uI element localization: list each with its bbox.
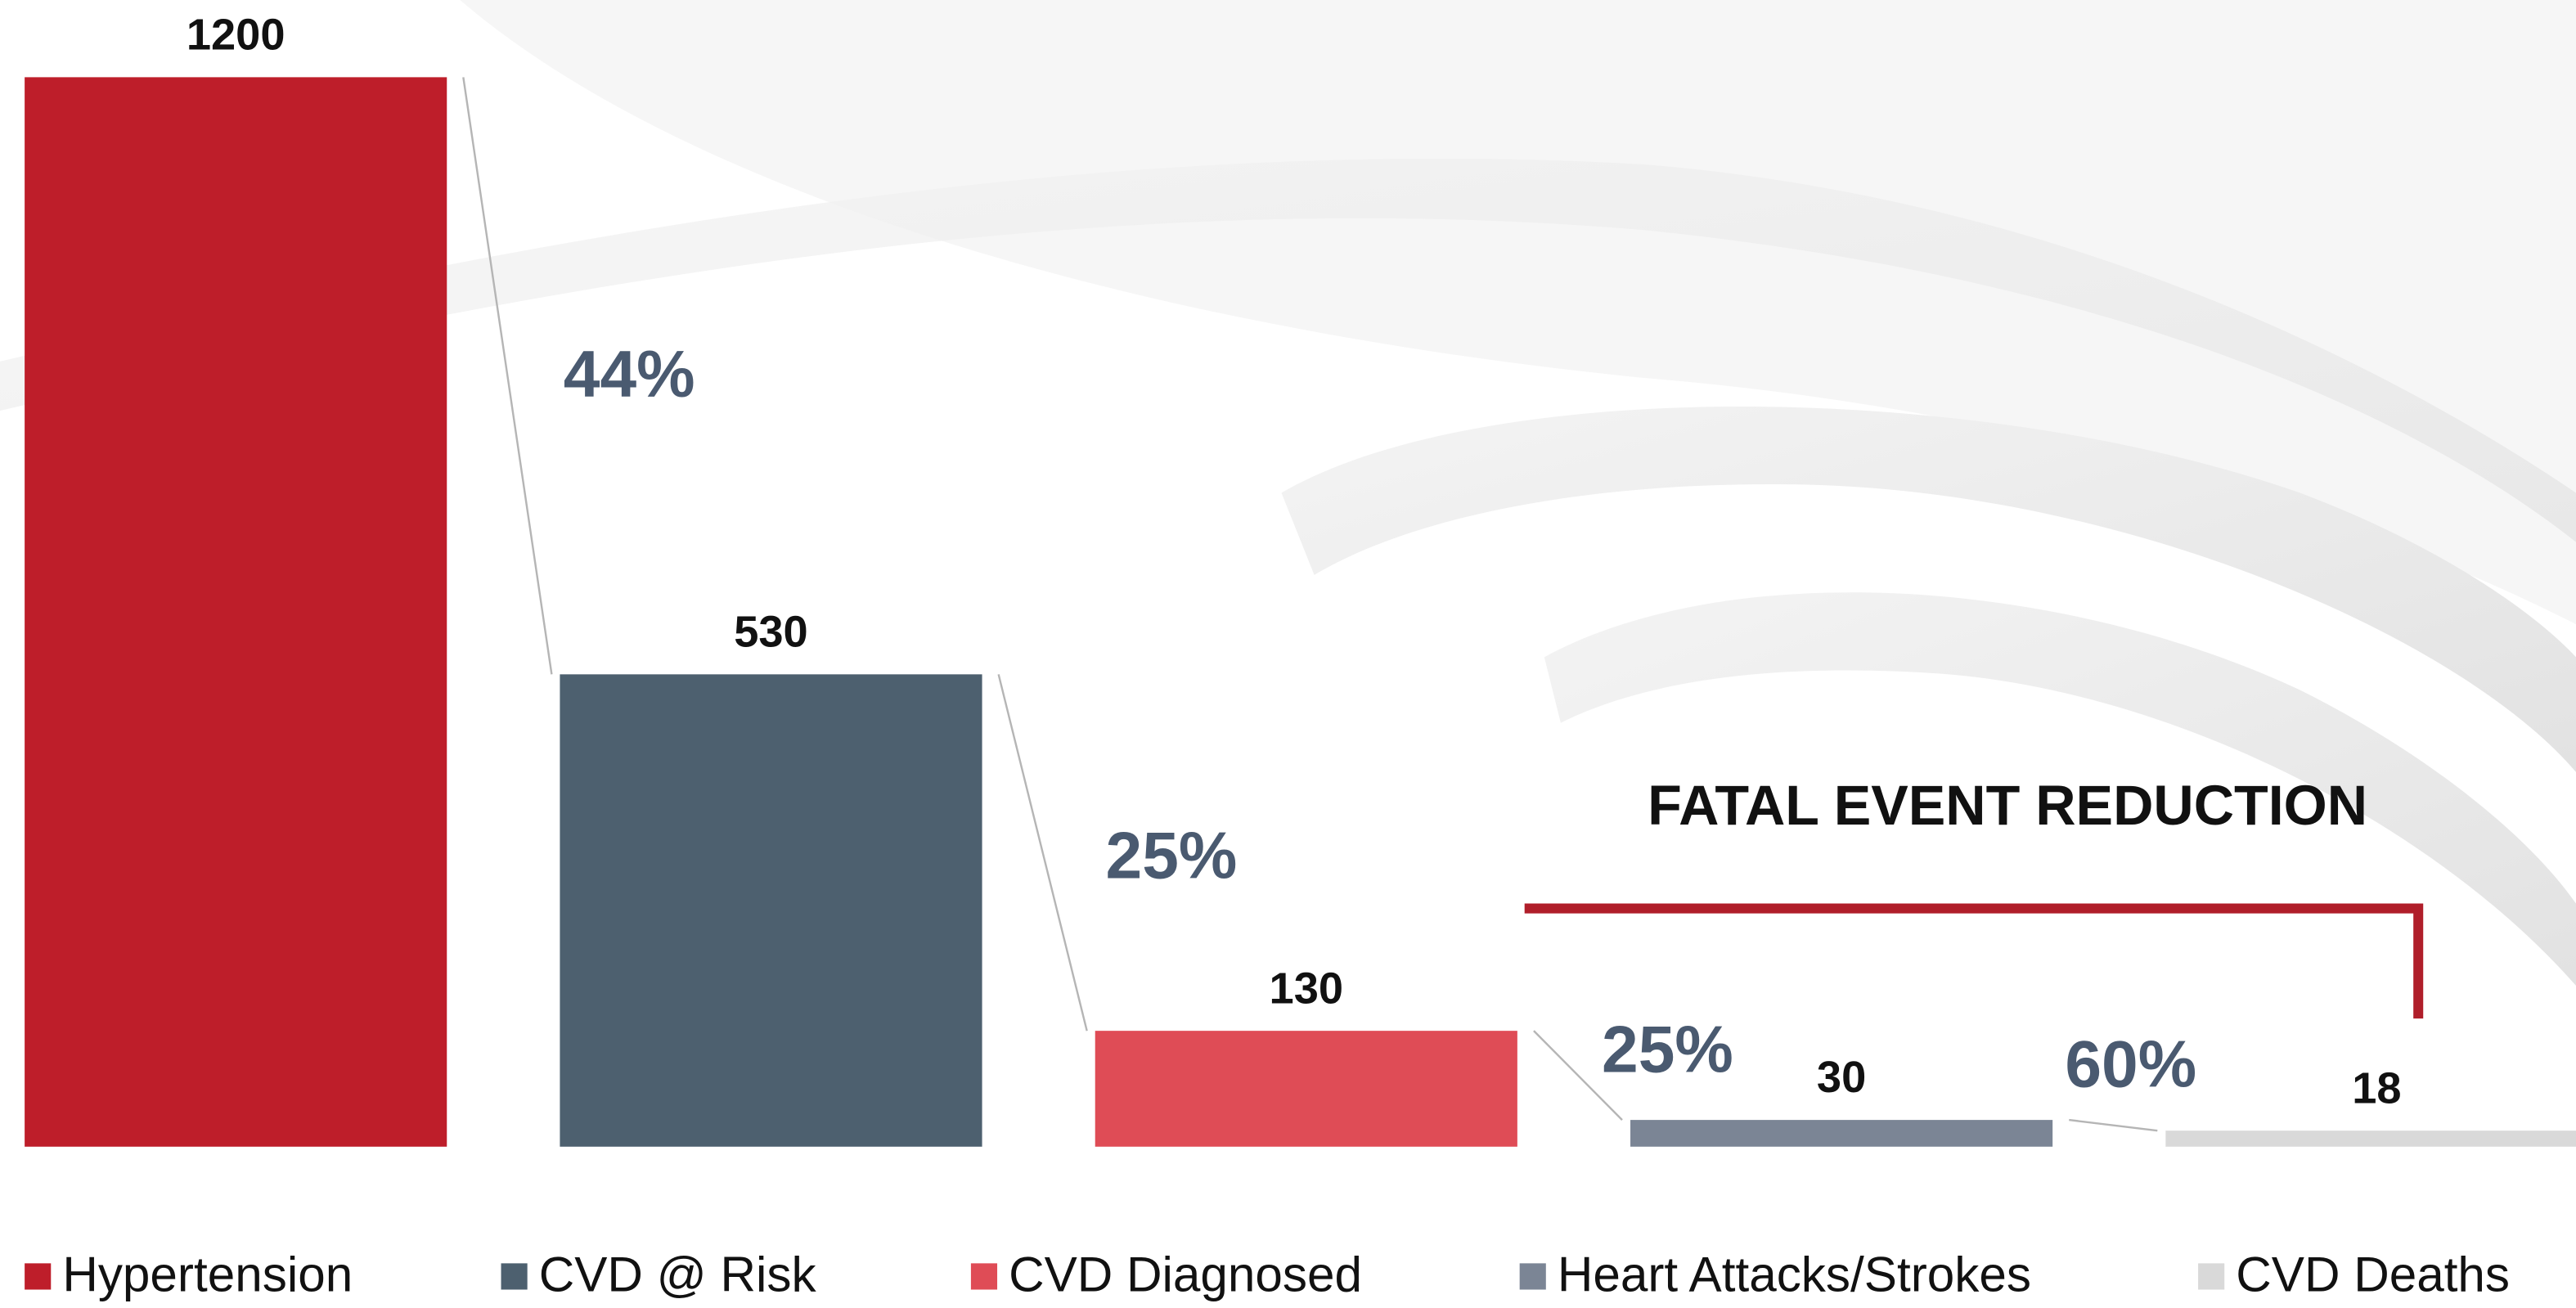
value-label: 30 [1817,1053,1866,1102]
bar [1095,1031,1517,1147]
bracket [1524,903,2424,1019]
bar [1630,1120,2053,1147]
annotation: 25% [1106,820,1238,893]
connector [997,674,1088,1032]
legend-label: Heart Attacks/Strokes [1558,1246,2031,1301]
legend-label: CVD Deaths [2236,1246,2510,1301]
value-label: 18 [2352,1063,2401,1112]
value-label: 130 [1270,964,1343,1013]
value-label: 530 [734,607,807,656]
bar [560,674,982,1147]
annotation: 25% [1602,1014,1733,1087]
legend-swatch [970,1263,998,1290]
legend-swatch [501,1263,528,1290]
connector [1533,1030,1623,1121]
bar [25,77,447,1147]
connector [2069,1118,2158,1132]
legend: Hypertension CVD @ Risk CVD Diagnosed Heart… [25,1246,2510,1301]
annotation: 44% [564,338,695,411]
legend-label: Hypertension [62,1246,353,1301]
connector [462,77,553,675]
legend-label: CVD @ Risk [539,1246,817,1301]
background [0,158,2576,986]
value-label: 1200 [187,11,285,60]
bracket-label: FATAL EVENT REDUCTION [1648,775,2367,837]
legend-label: CVD Diagnosed [1009,1246,1362,1301]
annotations: 44% 25% 25% 60% FATAL EVENT REDUCTION [564,338,2424,1102]
legend-swatch [25,1263,52,1290]
annotation: 60% [2065,1028,2196,1102]
bar [2165,1130,2576,1147]
legend-swatch [1519,1263,1546,1290]
legend-swatch [2198,1263,2225,1290]
bars: 1200 530 130 30 18 [25,11,2576,1147]
